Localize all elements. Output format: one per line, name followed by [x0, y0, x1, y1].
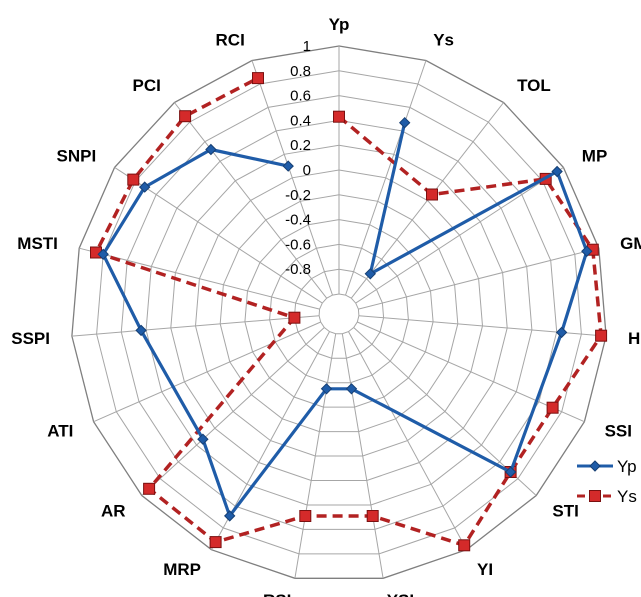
category-label-ssi: SSI	[605, 422, 632, 441]
point-yp-mrp	[223, 510, 236, 522]
category-label-yp: Yp	[329, 15, 350, 34]
tick-label: 0.4	[290, 112, 311, 129]
tick-label: 0.6	[290, 88, 311, 105]
spoke-ssi	[357, 321, 585, 423]
grid-ring	[219, 194, 459, 433]
grid-ring	[120, 95, 558, 530]
category-label-ysi: YSI	[387, 591, 414, 597]
grid-ring	[71, 45, 607, 579]
point-yp-rsi	[320, 383, 333, 395]
point-yp-ar	[197, 433, 209, 445]
category-label-tol: TOL	[517, 76, 551, 95]
point-ys-ssi	[546, 401, 559, 414]
legend-label: Ys	[617, 487, 637, 506]
category-labels: Yp Ys TOL MP GMP HM SSI STI YI YSI RSI MRP AR ATI SSPI…	[11, 15, 641, 597]
grid-ring	[318, 293, 360, 335]
tick-label: 1	[303, 38, 311, 55]
spoke-rci	[251, 60, 333, 296]
category-label-ati: ATI	[47, 422, 73, 441]
point-yp-msti	[97, 248, 109, 261]
legend: Yp Ys	[577, 457, 637, 506]
point-ys-mrp	[209, 536, 222, 549]
tick-label: -0.6	[285, 236, 311, 253]
point-ys-hm	[595, 329, 608, 342]
point-yp-snpi	[138, 181, 151, 193]
series-ys	[90, 72, 608, 552]
radial-tick-labels: 1 0.8 0.6 0.4 0.2 0 -0.2 -0.4 -0.6 -0.8	[285, 38, 311, 278]
spoke-ati	[93, 321, 321, 423]
grid-ring	[96, 70, 582, 555]
category-label-rci: RCI	[216, 31, 245, 50]
spoke-ysi	[341, 333, 384, 579]
spoke-rsi	[294, 333, 337, 579]
point-yp-rci	[282, 160, 294, 172]
spoke-yi	[348, 331, 468, 550]
category-label-ys: Ys	[433, 31, 454, 50]
point-ys-yi	[458, 539, 471, 552]
grid-ring	[170, 144, 508, 481]
grid-ring	[244, 219, 434, 408]
point-ys-tol	[426, 188, 438, 201]
legend-label: Yp	[617, 457, 637, 476]
legend-entry-yp: Yp	[577, 457, 637, 476]
tick-label: -0.8	[285, 261, 311, 278]
point-yp-ysi	[345, 383, 358, 395]
grid-ring	[269, 243, 409, 384]
point-yp-pci	[205, 143, 217, 156]
radar-grid	[71, 45, 607, 579]
point-ys-rsi	[299, 510, 312, 522]
point-yp-sspi	[135, 324, 147, 337]
category-label-pci: PCI	[133, 76, 161, 95]
category-label-sti: STI	[552, 501, 578, 520]
point-ys-ar	[143, 482, 156, 495]
point-yp-tol	[364, 268, 377, 280]
grid-ring	[293, 268, 385, 359]
point-ys-sspi	[288, 311, 301, 324]
category-label-snpi: SNPI	[57, 146, 97, 165]
category-label-gmp: GMP	[620, 234, 641, 253]
point-ys-rci	[252, 72, 264, 85]
point-ys-snpi	[127, 173, 140, 186]
grid-ring	[194, 169, 484, 457]
spoke-ar	[141, 327, 325, 496]
spoke-snpi	[114, 166, 323, 304]
point-ys-yp	[333, 110, 345, 123]
tick-label: 0	[303, 162, 311, 179]
tick-label: -0.4	[285, 212, 311, 229]
category-label-ar: AR	[101, 501, 126, 520]
legend-entry-ys: Ys	[577, 487, 637, 506]
point-yp-sti	[504, 466, 517, 478]
point-yp-gmp	[581, 245, 593, 258]
spoke-ys	[345, 60, 427, 296]
series-yp	[97, 116, 593, 522]
point-ys-ysi	[366, 510, 379, 522]
category-label-msti: MSTI	[17, 234, 58, 253]
grid-ring	[145, 119, 533, 506]
point-ys-pci	[179, 110, 192, 123]
tick-label: 0.8	[290, 63, 311, 80]
category-label-rsi: RSI	[263, 591, 291, 597]
spoke-sspi	[71, 315, 320, 337]
legend-swatch-marker	[589, 460, 601, 472]
spoke-mp	[355, 166, 564, 304]
category-label-sspi: SSPI	[11, 329, 50, 348]
point-yp-mp	[551, 165, 563, 178]
category-label-yi: YI	[477, 560, 493, 579]
legend-swatch-marker	[589, 490, 601, 502]
tick-label: -0.2	[285, 187, 311, 204]
spoke-pci	[174, 102, 328, 299]
spoke-gmp	[358, 247, 599, 310]
series-layer	[90, 72, 608, 552]
spoke-hm	[358, 315, 607, 337]
category-label-hm: HM	[628, 329, 641, 348]
category-label-mp: MP	[582, 146, 608, 165]
point-yp-ys	[398, 116, 411, 129]
category-label-mrp: MRP	[163, 560, 201, 579]
tick-label: 0.2	[290, 137, 311, 154]
point-yp-hm	[555, 326, 568, 339]
